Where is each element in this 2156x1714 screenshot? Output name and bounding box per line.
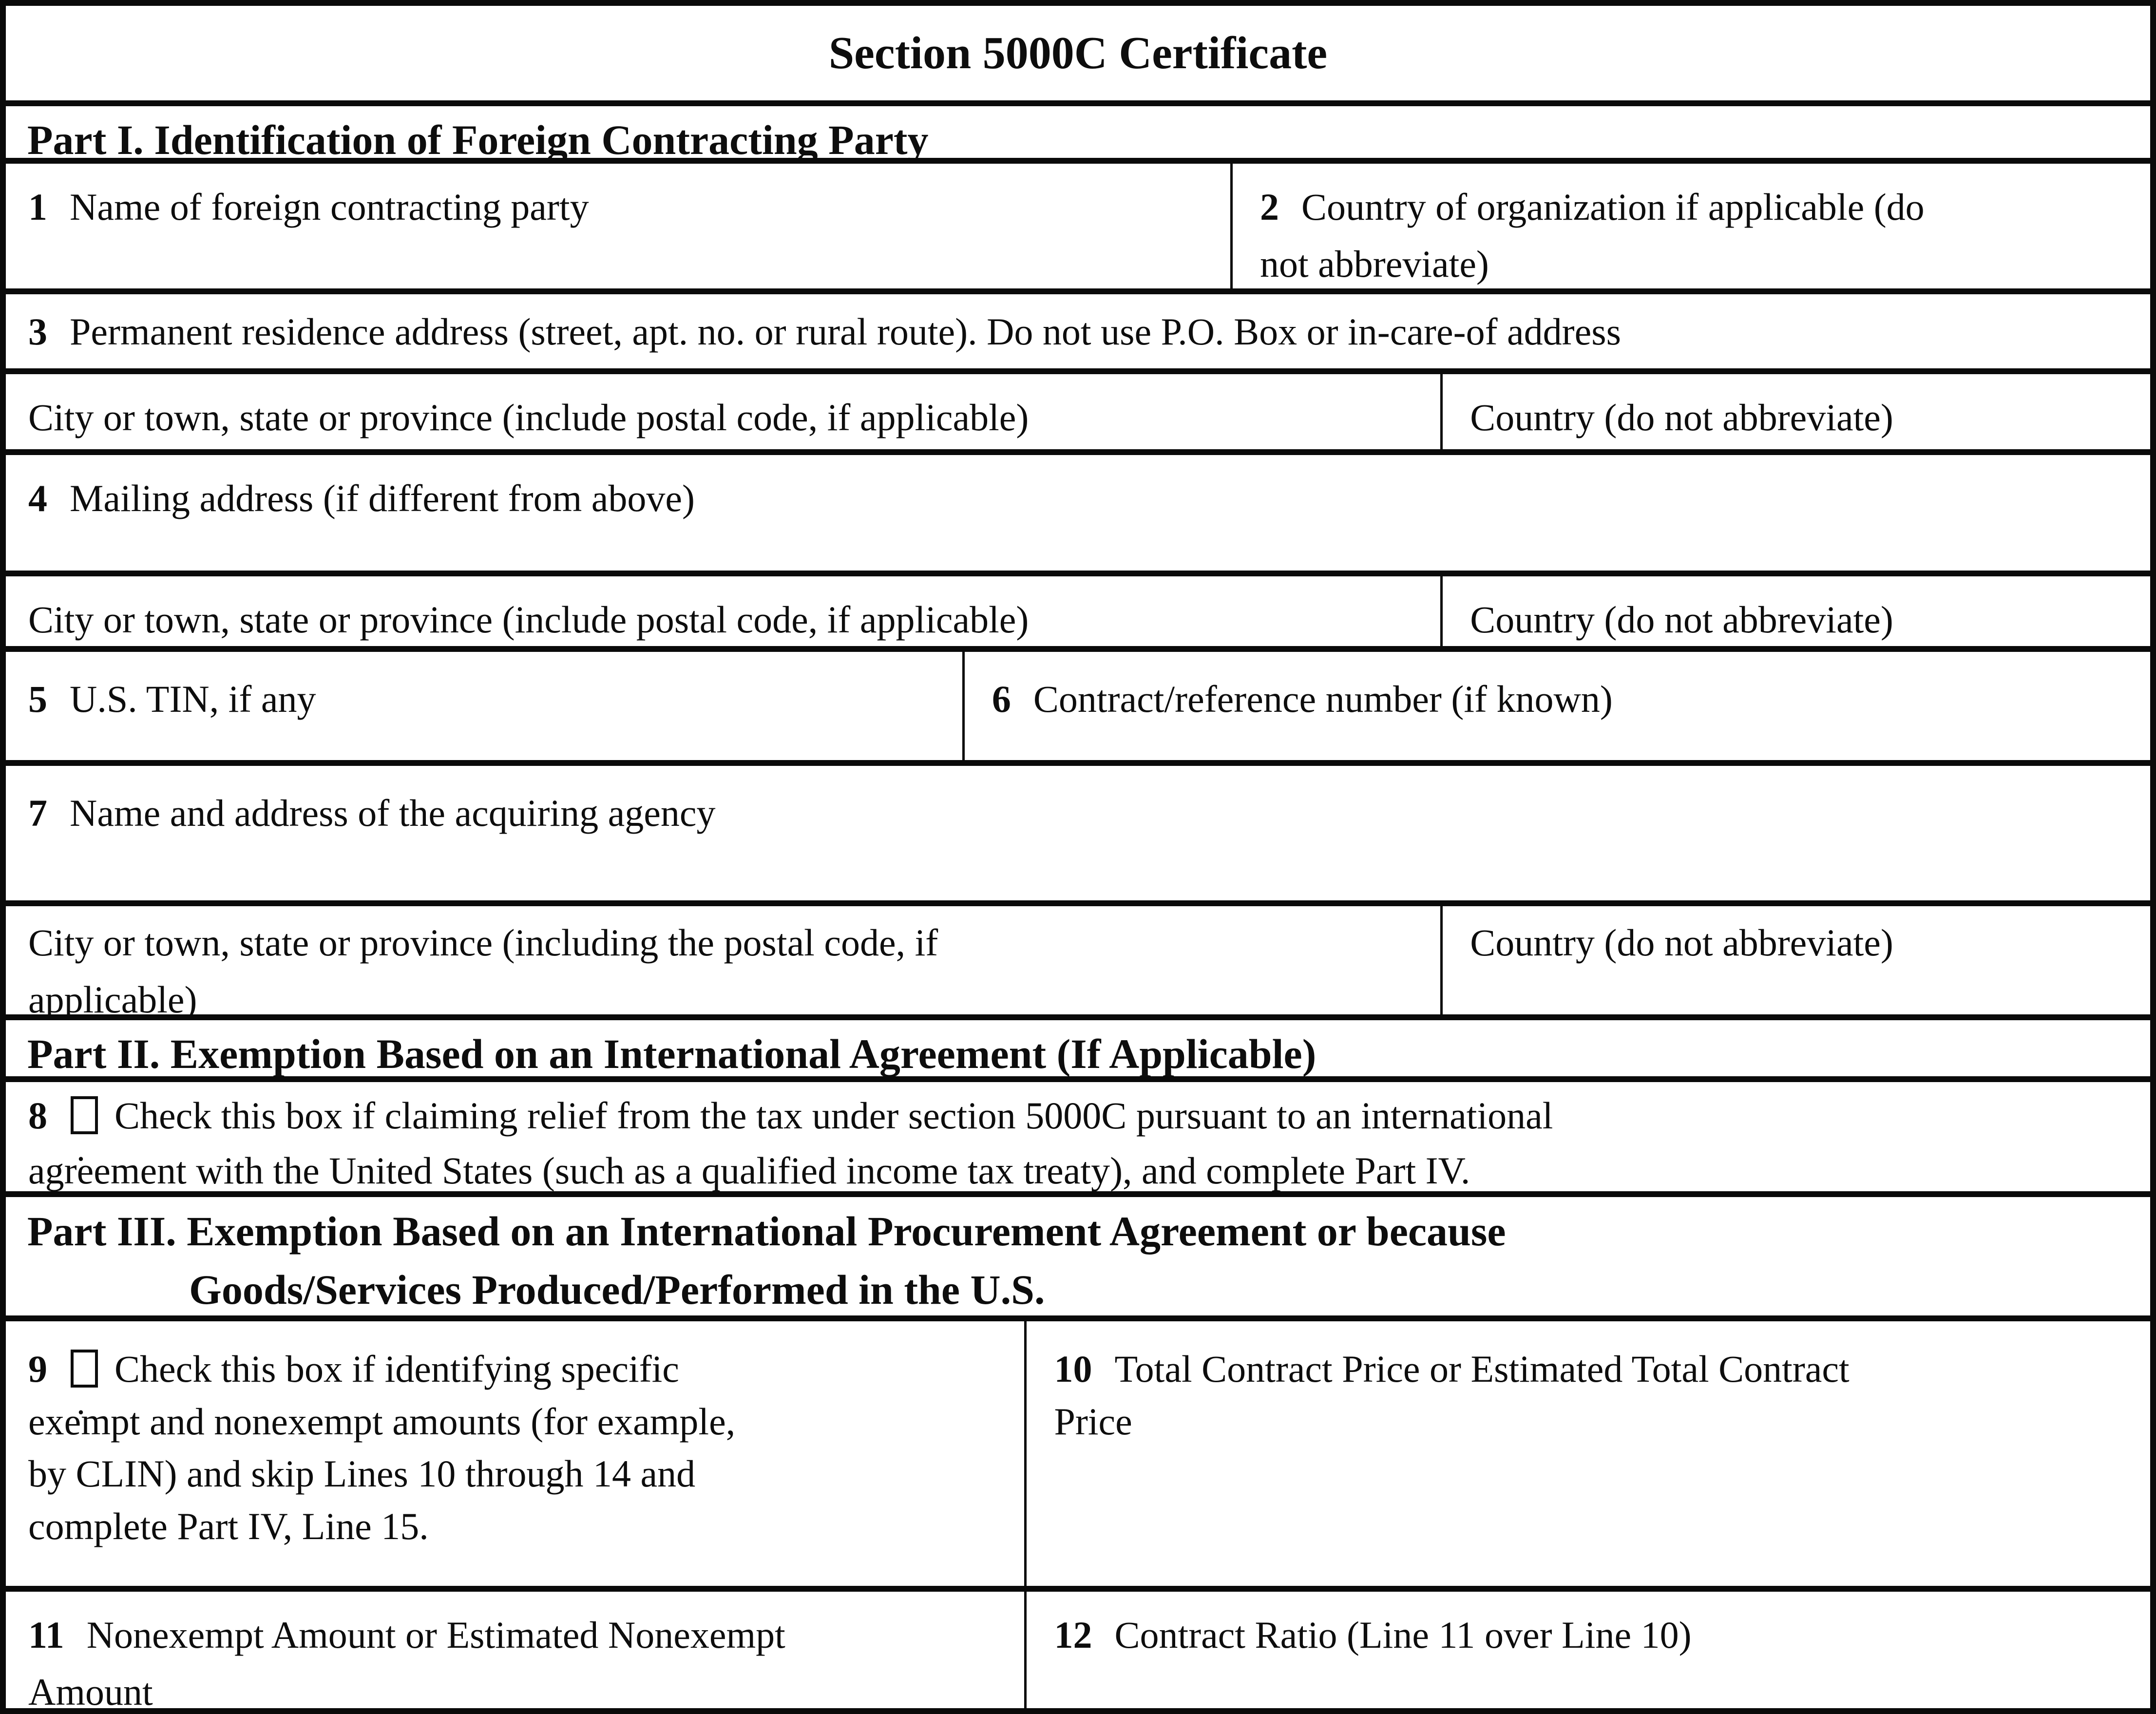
part2-header-row: Part II. Exemption Based on an Internati… (6, 1014, 2150, 1077)
checkbox-dot: . (76, 1383, 85, 1422)
field-12-label: Contract Ratio (Line 11 over Line 10) (1114, 1614, 1692, 1656)
checkbox-dot: . (76, 1129, 85, 1168)
field-9-number: 9 (28, 1348, 47, 1390)
field-2-country-of-organization[interactable]: 2 Country of organization if applicable (… (1230, 164, 2150, 288)
part3-header: Part III. Exemption Based on an Internat… (6, 1197, 2150, 1315)
field-9-specific-exempt-amounts: 9. Check this box if identifying specific… (6, 1321, 1024, 1586)
field-3-label: Permanent residence address (street, apt… (70, 310, 1621, 353)
field-7-city-state-province[interactable]: City or town, state or province (includi… (6, 906, 1440, 1014)
field-5-label: U.S. TIN, if any (70, 678, 316, 720)
field-3-city-label: City or town, state or province (include… (28, 396, 1029, 438)
row-line7: 7 Name and address of the acquiring agenc… (6, 760, 2150, 900)
field-1-name-of-foreign-contracting-party[interactable]: 1 Name of foreign contracting party (6, 164, 1230, 288)
part1-header-row: Part I. Identification of Foreign Contra… (6, 100, 2150, 163)
part3-header-line2: Goods/Services Produced/Performed in the… (189, 1266, 1045, 1314)
row-line5-line6: 5 U.S. TIN, if any 6 Contract/reference nu… (6, 646, 2150, 760)
field-1-number: 1 (28, 186, 47, 228)
row-line3: 3 Permanent residence address (street, ap… (6, 288, 2150, 368)
field-1-label: Name of foreign contracting party (70, 186, 589, 228)
form-title-row: Section 5000C Certificate (6, 6, 2150, 100)
field-7-country[interactable]: Country (do not abbreviate) (1440, 906, 2150, 1014)
field-7-label: Name and address of the acquiring agency (70, 792, 716, 834)
field-10-number: 10 (1054, 1348, 1092, 1390)
field-5-number: 5 (28, 678, 47, 720)
field-3-city-state-province[interactable]: City or town, state or province (include… (6, 374, 1440, 449)
row-line3-city-country: City or town, state or province (include… (6, 368, 2150, 449)
row-line1-line2: 1 Name of foreign contracting party 2 Coun… (6, 158, 2150, 288)
row-line4: 4 Mailing address (if different from abov… (6, 449, 2150, 571)
field-4-country[interactable]: Country (do not abbreviate) (1440, 576, 2150, 646)
field-7-acquiring-agency[interactable]: 7 Name and address of the acquiring agenc… (6, 766, 2150, 900)
field-10-total-contract-price[interactable]: 10 Total Contract Price or Estimated Tota… (1024, 1321, 2150, 1586)
field-4-number: 4 (28, 477, 47, 519)
field-2-number: 2 (1259, 186, 1279, 228)
field-10-label: Total Contract Price or Estimated Total … (1054, 1348, 1850, 1443)
row-line11-line12: 11 Nonexempt Amount or Estimated Nonexemp… (6, 1586, 2150, 1713)
field-3-country-label: Country (do not abbreviate) (1470, 396, 1893, 438)
row-line8: 8. Check this box if claiming relief from… (6, 1076, 2150, 1191)
field-7-country-label: Country (do not abbreviate) (1470, 921, 1893, 964)
field-5-us-tin[interactable]: 5 U.S. TIN, if any (6, 652, 962, 760)
field-4-city-label: City or town, state or province (include… (28, 598, 1029, 641)
checkbox-icon[interactable]: . (71, 1096, 98, 1166)
field-8-number: 8 (28, 1094, 47, 1137)
part3-header-row: Part III. Exemption Based on an Internat… (6, 1191, 2150, 1315)
field-3-country[interactable]: Country (do not abbreviate) (1440, 374, 2150, 449)
field-7-city-label: City or town, state or province (includi… (28, 921, 938, 1014)
part1-header: Part I. Identification of Foreign Contra… (27, 116, 929, 163)
field-7-number: 7 (28, 792, 47, 834)
form-title: Section 5000C Certificate (828, 27, 1328, 78)
field-8-label: Check this box if claiming relief from t… (28, 1094, 1553, 1191)
field-11-number: 11 (28, 1614, 64, 1656)
part3-header-line1: Part III. Exemption Based on an Internat… (27, 1208, 1506, 1255)
row-line9-line10: 9. Check this box if identifying specific… (6, 1315, 2150, 1586)
field-9-label: Check this box if identifying specific e… (28, 1348, 736, 1547)
field-3-number: 3 (28, 310, 47, 353)
field-11-label: Nonexempt Amount or Estimated Nonexempt … (28, 1614, 785, 1713)
field-6-contract-reference-number[interactable]: 6 Contract/reference number (if known) (962, 652, 2150, 760)
field-6-label: Contract/reference number (if known) (1033, 678, 1613, 720)
row-line7-city-country: City or town, state or province (includi… (6, 900, 2150, 1014)
row-line4-city-country: City or town, state or province (include… (6, 571, 2150, 646)
field-2-label: Country of organization if applicable (d… (1259, 186, 1925, 285)
field-4-country-label: Country (do not abbreviate) (1470, 598, 1893, 641)
checkbox-icon[interactable]: . (71, 1350, 98, 1420)
field-8-international-agreement-exemption: 8. Check this box if claiming relief from… (6, 1082, 2150, 1191)
field-6-number: 6 (992, 678, 1011, 720)
field-4-mailing-address[interactable]: 4 Mailing address (if different from abov… (6, 455, 2150, 571)
part2-header: Part II. Exemption Based on an Internati… (27, 1030, 1316, 1077)
field-4-city-state-province[interactable]: City or town, state or province (include… (6, 576, 1440, 646)
field-4-label: Mailing address (if different from above… (70, 477, 695, 519)
field-11-nonexempt-amount[interactable]: 11 Nonexempt Amount or Estimated Nonexemp… (6, 1592, 1024, 1713)
field-12-contract-ratio[interactable]: 12 Contract Ratio (Line 11 over Line 10) (1024, 1592, 2150, 1708)
field-12-number: 12 (1054, 1614, 1092, 1656)
field-3-permanent-residence-address[interactable]: 3 Permanent residence address (street, ap… (6, 294, 2150, 368)
